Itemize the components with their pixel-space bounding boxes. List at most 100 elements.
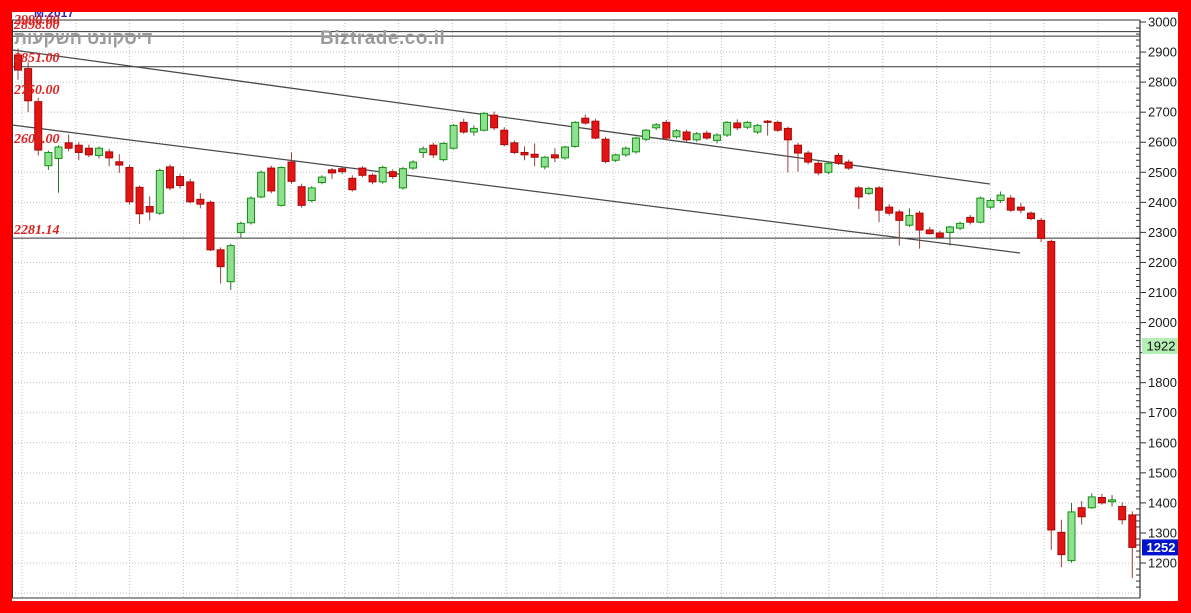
candle-down: [1097, 497, 1106, 504]
candle-up: [956, 222, 965, 229]
price-level-label: 2851.00: [14, 51, 60, 66]
y-axis-tick-label: 2300: [1148, 225, 1177, 240]
last-price-tag: [1142, 539, 1178, 556]
candle-up: [479, 112, 488, 131]
y-axis-tick-label: 2400: [1148, 195, 1177, 210]
candle-up: [540, 156, 549, 168]
y-axis-tick-label: 2200: [1148, 255, 1177, 270]
candle-up: [419, 148, 428, 153]
candle-up: [652, 124, 661, 129]
y-axis-tick-label: 1400: [1148, 495, 1177, 510]
candle-up: [631, 137, 640, 153]
candle-down: [1047, 240, 1056, 531]
candle-down: [429, 144, 438, 156]
y-axis-tick-label: 3000: [1148, 15, 1177, 30]
candle-up: [317, 176, 326, 184]
candle-down: [267, 167, 276, 192]
candle-up: [561, 146, 570, 159]
candle-down: [935, 232, 944, 238]
candle-up: [945, 226, 954, 233]
candle-up: [976, 197, 985, 223]
candle-up: [1067, 511, 1076, 562]
candle-down: [550, 154, 559, 159]
price-level-label: 2898.00: [14, 18, 60, 33]
candle-up: [692, 133, 701, 141]
y-axis-tick-label: 1200: [1148, 556, 1177, 571]
candle-down: [105, 151, 114, 159]
candle-down: [925, 229, 934, 235]
candle-down: [358, 167, 367, 176]
candle-down: [520, 151, 529, 156]
price-level-label: 2990.00: [14, 13, 60, 28]
candle-up: [307, 187, 316, 202]
candle-up: [864, 188, 873, 194]
candle-up: [642, 129, 651, 140]
candle-down: [145, 206, 154, 213]
candle-down: [176, 175, 185, 187]
candle-down: [338, 168, 347, 173]
reference-price-tag: [1142, 338, 1178, 355]
candle-down: [1057, 531, 1066, 556]
candle-up: [1108, 499, 1117, 503]
candle-up: [277, 166, 286, 206]
chart-area: 3000 2900 2800 2700 2600 2500 2400 2300 2200 2100…: [12, 12, 1178, 601]
candle-up: [246, 197, 255, 224]
candle-down: [135, 186, 144, 215]
candle-down: [490, 114, 499, 129]
candle-down: [14, 54, 22, 71]
candle-up: [378, 166, 387, 183]
candle-down: [834, 154, 843, 164]
price-tag-value: 1922: [1147, 339, 1176, 354]
candle-down: [895, 211, 904, 221]
candle-down: [885, 206, 894, 214]
candle-up: [611, 154, 620, 161]
candle-down: [1077, 507, 1086, 518]
candle-down: [125, 166, 134, 203]
candle-down: [510, 142, 519, 153]
date-fragment-text: M.2017: [34, 12, 75, 20]
candle-down: [794, 144, 803, 154]
candle-up: [672, 130, 681, 138]
candle-up: [753, 124, 762, 133]
candle-up: [54, 146, 63, 159]
price-level-label: 2750.00: [14, 83, 60, 98]
y-axis-tick-label: 2900: [1148, 45, 1177, 60]
y-axis-tick-label: 2600: [1148, 135, 1177, 150]
candle-down: [844, 161, 853, 169]
candle-up: [621, 147, 630, 156]
y-axis-tick-label: 1500: [1148, 465, 1177, 480]
candle-down: [1027, 212, 1035, 220]
candle-down: [388, 171, 397, 177]
candle-down: [287, 161, 296, 182]
candle-down: [34, 101, 43, 151]
candle-up: [824, 162, 833, 173]
candle-up: [571, 121, 580, 147]
trendline: [12, 124, 1021, 254]
candle-up: [986, 200, 995, 208]
y-axis-tick-label: 1800: [1148, 375, 1177, 390]
candle-down: [24, 68, 33, 102]
candle-down: [216, 249, 225, 268]
candle-up: [723, 121, 732, 136]
y-axis-tick-label: 2000: [1148, 315, 1177, 330]
candle-down: [115, 161, 124, 166]
candle-up: [469, 127, 478, 133]
candle-down: [773, 121, 782, 131]
candle-up: [257, 171, 266, 198]
candle-down: [206, 201, 215, 251]
y-axis-tick-label: 2700: [1148, 105, 1177, 120]
candle-down: [530, 153, 539, 158]
candle-down: [854, 187, 863, 198]
y-axis-tick-label: 2100: [1148, 285, 1177, 300]
candle-up: [95, 147, 104, 156]
y-axis-tick-label: 1300: [1148, 525, 1177, 540]
candle-down: [64, 142, 73, 149]
candle-down: [814, 162, 823, 174]
candle-down: [348, 177, 357, 191]
candle-down: [702, 132, 711, 139]
candle-up: [439, 142, 448, 161]
candle-up: [449, 124, 458, 149]
candle-down: [875, 187, 884, 211]
candle-down: [915, 212, 924, 231]
